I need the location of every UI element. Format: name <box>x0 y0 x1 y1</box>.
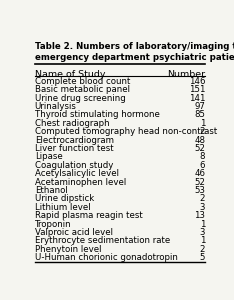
Text: Thyroid stimulating hormone: Thyroid stimulating hormone <box>35 110 160 119</box>
Text: 97: 97 <box>194 102 205 111</box>
Text: Number: Number <box>167 70 205 79</box>
Text: 2: 2 <box>200 194 205 203</box>
Text: Complete blood count: Complete blood count <box>35 77 130 86</box>
Text: Basic metabolic panel: Basic metabolic panel <box>35 85 130 94</box>
Text: 141: 141 <box>189 94 205 103</box>
Text: 53: 53 <box>194 186 205 195</box>
Text: U-Human chorionic gonadotropin: U-Human chorionic gonadotropin <box>35 253 178 262</box>
Text: 52: 52 <box>194 144 205 153</box>
Text: 6: 6 <box>200 161 205 170</box>
Text: 48: 48 <box>194 136 205 145</box>
Text: 1: 1 <box>200 119 205 128</box>
Text: Name of Study: Name of Study <box>35 70 105 79</box>
Text: Table 2. Numbers of laboratory/imaging test ordered on
emergency department psyc: Table 2. Numbers of laboratory/imaging t… <box>35 42 234 62</box>
Text: Troponin: Troponin <box>35 220 71 229</box>
Text: Lipase: Lipase <box>35 152 62 161</box>
Text: Coagulation study: Coagulation study <box>35 161 113 170</box>
Text: 3: 3 <box>200 228 205 237</box>
Text: Urine dipstick: Urine dipstick <box>35 194 94 203</box>
Text: 13: 13 <box>194 211 205 220</box>
Text: 46: 46 <box>194 169 205 178</box>
Text: Electrocardiogram: Electrocardiogram <box>35 136 114 145</box>
Text: Rapid plasma reagin test: Rapid plasma reagin test <box>35 211 143 220</box>
Text: 8: 8 <box>200 152 205 161</box>
Text: Erythrocyte sedimentation rate: Erythrocyte sedimentation rate <box>35 236 170 245</box>
Text: Computed tomography head non-contrast: Computed tomography head non-contrast <box>35 127 217 136</box>
Text: 3: 3 <box>200 203 205 212</box>
Text: 1: 1 <box>200 236 205 245</box>
Text: Urine drug screening: Urine drug screening <box>35 94 125 103</box>
Text: 146: 146 <box>189 77 205 86</box>
Text: 85: 85 <box>194 110 205 119</box>
Text: Valproic acid level: Valproic acid level <box>35 228 113 237</box>
Text: Urinalysis: Urinalysis <box>35 102 77 111</box>
Text: 2: 2 <box>200 245 205 254</box>
Text: Phenytoin level: Phenytoin level <box>35 245 101 254</box>
Text: 151: 151 <box>189 85 205 94</box>
Text: Acetylsalicylic level: Acetylsalicylic level <box>35 169 119 178</box>
Text: Lithium level: Lithium level <box>35 203 90 212</box>
Text: Liver function test: Liver function test <box>35 144 113 153</box>
Text: Acetaminophen level: Acetaminophen level <box>35 178 126 187</box>
Text: 1: 1 <box>200 220 205 229</box>
Text: 2: 2 <box>200 127 205 136</box>
Text: 52: 52 <box>194 178 205 187</box>
Text: Ethanol: Ethanol <box>35 186 67 195</box>
Text: 5: 5 <box>200 253 205 262</box>
Text: Chest radiograph: Chest radiograph <box>35 119 109 128</box>
